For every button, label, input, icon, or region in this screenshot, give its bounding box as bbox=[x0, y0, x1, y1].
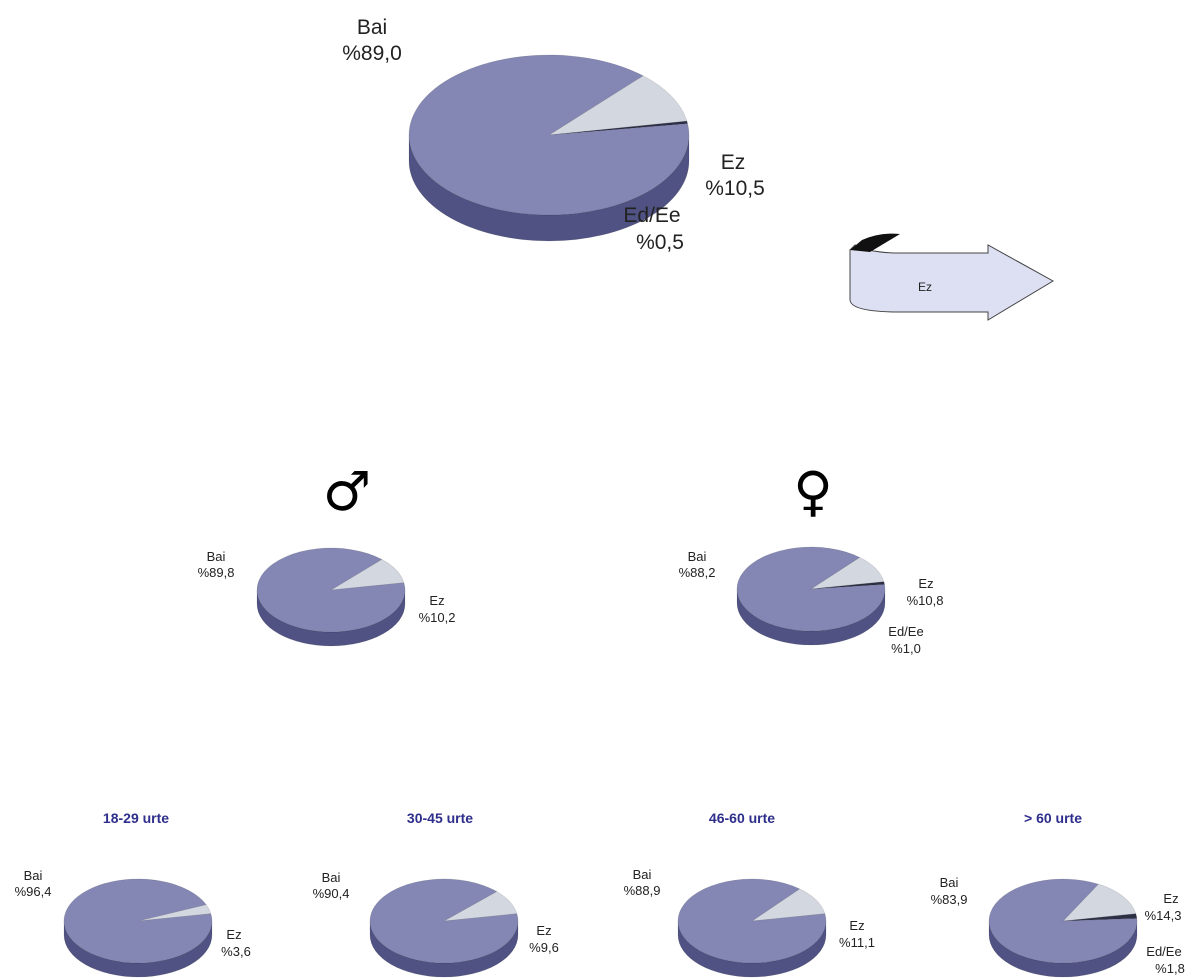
pie-slice-ed-ee bbox=[1062, 913, 1138, 922]
pie-tops bbox=[677, 878, 827, 964]
labels-age-60-plus: Bai %83,9 Ez %14,3 Ed/Ee %1,8 bbox=[931, 875, 1185, 976]
pie-slice-ez bbox=[330, 559, 405, 591]
pie-tops bbox=[256, 547, 406, 633]
label-ez-name: Ez bbox=[429, 593, 444, 608]
pie-chart-female bbox=[736, 546, 886, 646]
label-bai-pct: %83,9 bbox=[931, 892, 968, 907]
male-symbol-icon: ♂ bbox=[323, 460, 371, 523]
label-bai-pct: %90,4 bbox=[313, 886, 350, 901]
pie-slice-bai bbox=[369, 878, 519, 964]
label-ez-name: Ez bbox=[918, 576, 933, 591]
label-edee-pct: %0,5 bbox=[636, 231, 684, 254]
label-bai-name: Bai bbox=[24, 868, 43, 883]
pie-chart-age-18-29 bbox=[63, 878, 213, 978]
label-bai-pct: %89,0 bbox=[342, 42, 402, 65]
pie-slice-ed-ee bbox=[548, 120, 688, 136]
label-ez-pct: %10,5 bbox=[705, 177, 765, 200]
labels-age-30-45: Bai %90,4 Ez %9,6 bbox=[313, 870, 559, 955]
label-edee-pct: %1,0 bbox=[891, 641, 921, 656]
pie-tops bbox=[369, 878, 519, 964]
pie-slice-bai bbox=[256, 547, 406, 633]
pie-tops bbox=[63, 878, 213, 964]
label-bai-name: Bai bbox=[322, 870, 341, 885]
label-bai-name: Bai bbox=[940, 875, 959, 890]
pie-slice-ez bbox=[548, 75, 688, 136]
curved-arrow-graphic: Ez bbox=[849, 233, 1055, 321]
pie-slice-bai bbox=[736, 546, 886, 632]
label-ez-name: Ez bbox=[849, 918, 864, 933]
labels-female: Bai %88,2 Ez %10,8 Ed/Ee %1,0 bbox=[679, 549, 944, 656]
pie-slice-bai bbox=[63, 878, 213, 964]
label-ez-pct: %14,3 bbox=[1145, 908, 1182, 923]
label-bai-name: Bai bbox=[357, 16, 387, 39]
label-ez-name: Ez bbox=[226, 927, 241, 942]
chart-title-46-60: 46-60 urte bbox=[709, 810, 775, 826]
labels-total: Bai %89,0 Ez %10,5 Ed/Ee %0,5 bbox=[342, 16, 765, 254]
pie-tops bbox=[988, 878, 1138, 964]
label-ez-name: Ez bbox=[721, 151, 746, 174]
pie-slice-ez bbox=[443, 891, 518, 922]
chart-title-60-plus: > 60 urte bbox=[1024, 810, 1082, 826]
label-bai-name: Bai bbox=[207, 549, 226, 564]
label-edee-name: Ed/Ee bbox=[623, 204, 680, 227]
label-bai-name: Bai bbox=[633, 867, 652, 882]
label-bai-name: Bai bbox=[688, 549, 707, 564]
labels-age-18-29: Bai %96,4 Ez %3,6 bbox=[15, 868, 251, 959]
female-symbol-icon: ♀ bbox=[793, 460, 833, 523]
label-bai-pct: %88,2 bbox=[679, 565, 716, 580]
pie-chart-total bbox=[408, 54, 690, 242]
pie-slice-bai bbox=[988, 878, 1138, 964]
pie-slice-ez bbox=[810, 557, 885, 590]
pie-slice-ez bbox=[1062, 883, 1137, 922]
pie-chart-age-46-60 bbox=[677, 878, 827, 978]
pie-chart-age-60-plus bbox=[988, 878, 1138, 978]
chart-title-18-29: 18-29 urte bbox=[103, 810, 169, 826]
pie-chart-male bbox=[256, 547, 406, 647]
pie-slice-bai bbox=[408, 54, 690, 216]
label-bai-pct: %88,9 bbox=[624, 883, 661, 898]
pie-slice-ez bbox=[137, 904, 212, 922]
pie-slice-ed-ee bbox=[810, 581, 885, 590]
label-edee-name: Ed/Ee bbox=[888, 624, 923, 639]
label-ez-name: Ez bbox=[536, 923, 551, 938]
curved-arrow-shape bbox=[849, 244, 1055, 321]
chart-title-30-45: 30-45 urte bbox=[407, 810, 473, 826]
arrow-label: Ez bbox=[918, 280, 932, 294]
curved-arrow-head bbox=[850, 233, 900, 252]
label-ez-pct: %10,8 bbox=[907, 593, 944, 608]
label-edee-name: Ed/Ee bbox=[1146, 944, 1181, 959]
label-bai-pct: %89,8 bbox=[198, 565, 235, 580]
pie-slice-bai bbox=[677, 878, 827, 964]
label-bai-pct: %96,4 bbox=[15, 884, 52, 899]
label-edee-pct: %1,8 bbox=[1155, 961, 1185, 976]
pie-tops bbox=[408, 54, 690, 216]
label-ez-pct: %11,1 bbox=[839, 935, 875, 950]
label-ez-pct: %10,2 bbox=[419, 610, 456, 625]
label-ez-pct: %3,6 bbox=[221, 944, 251, 959]
pie-tops bbox=[736, 546, 886, 632]
labels-male: Bai %89,8 Ez %10,2 bbox=[198, 549, 456, 625]
pie-chart-age-30-45 bbox=[369, 878, 519, 978]
label-ez-pct: %9,6 bbox=[529, 940, 559, 955]
labels-age-46-60: Bai %88,9 Ez %11,1 bbox=[624, 867, 875, 950]
pie-slice-ez bbox=[751, 888, 826, 922]
label-ez-name: Ez bbox=[1163, 891, 1178, 906]
